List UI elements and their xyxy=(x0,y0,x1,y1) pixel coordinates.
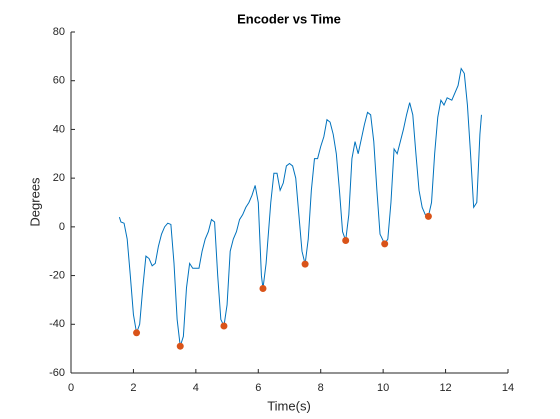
y-tick-label: 0 xyxy=(59,221,65,233)
x-tick-label: 10 xyxy=(377,382,389,394)
x-tick-label: 14 xyxy=(502,382,514,394)
chart-title: Encoder vs Time xyxy=(237,11,341,26)
y-axis-label: Degrees xyxy=(27,177,42,227)
y-tick-label: 80 xyxy=(53,26,65,38)
data-point xyxy=(381,240,389,248)
data-line xyxy=(118,67,482,347)
data-point xyxy=(220,322,228,330)
y-tick-label: -60 xyxy=(49,367,65,379)
x-tick-label: 8 xyxy=(318,382,324,394)
data-point xyxy=(259,284,267,292)
y-tick-label: 40 xyxy=(53,123,65,135)
y-tick-label: 20 xyxy=(53,172,65,184)
data-point xyxy=(424,212,432,220)
data-point xyxy=(133,329,141,337)
x-axis-label: Time(s) xyxy=(267,398,311,413)
x-tick-label: 12 xyxy=(439,382,451,394)
x-tick-label: 6 xyxy=(255,382,261,394)
data-point xyxy=(342,236,350,244)
y-tick-label: 60 xyxy=(53,75,65,87)
data-point xyxy=(301,260,309,268)
x-tick-label: 4 xyxy=(193,382,199,394)
x-tick-label: 0 xyxy=(68,382,74,394)
data-point xyxy=(176,342,184,350)
y-tick-label: -20 xyxy=(49,269,65,281)
y-tick-label: -40 xyxy=(49,318,65,330)
x-tick-label: 2 xyxy=(130,382,136,394)
